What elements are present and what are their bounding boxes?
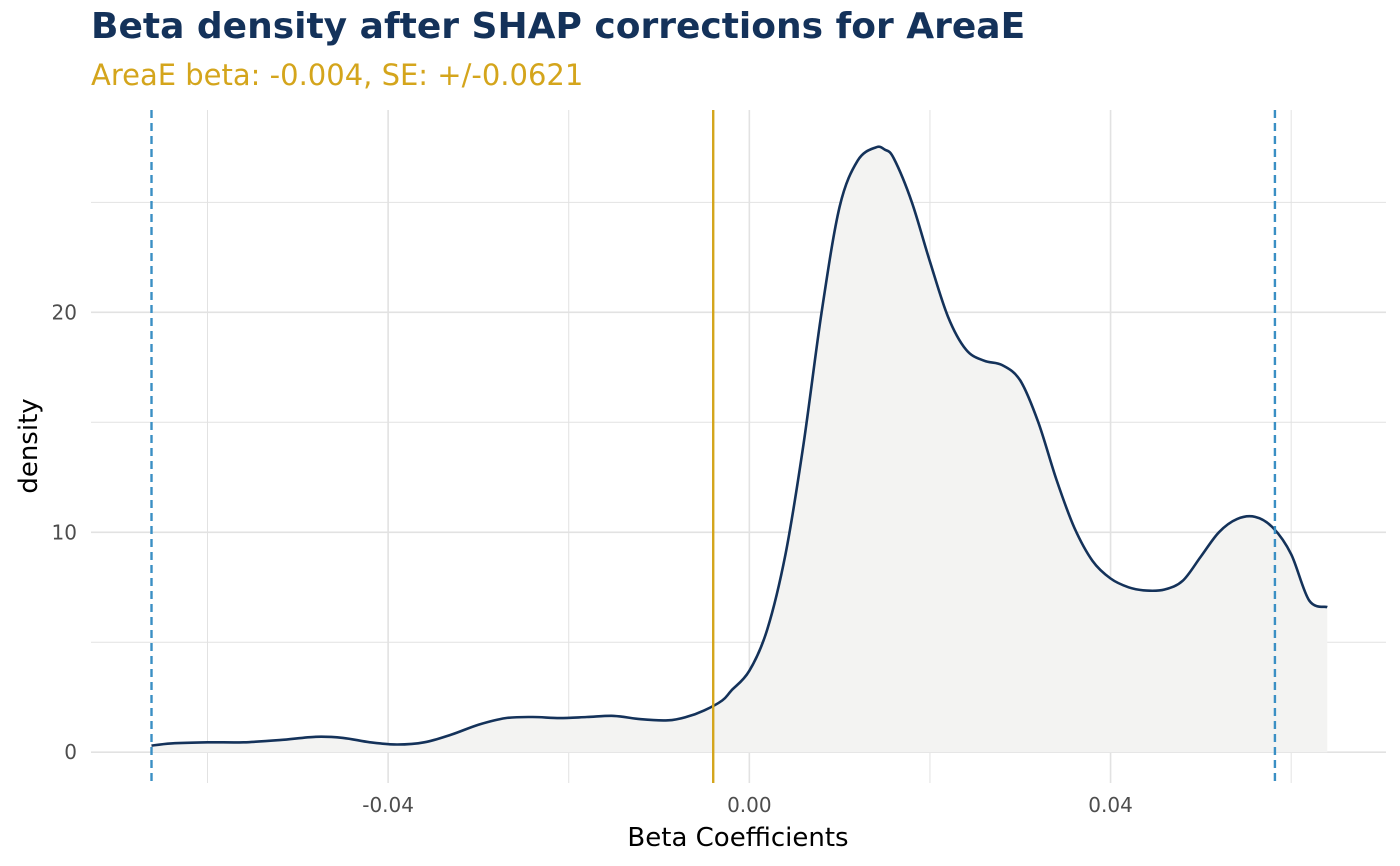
grid-layer — [91, 110, 1386, 783]
x-tick-label: -0.04 — [362, 793, 414, 817]
y-tick-label: 10 — [52, 520, 77, 544]
x-tick-label: 0.04 — [1088, 793, 1133, 817]
chart-title: Beta density after SHAP corrections for … — [91, 6, 1026, 47]
y-tick-label: 0 — [64, 740, 77, 764]
tick-labels-layer: -0.04 0.00 0.04 0 10 20 — [52, 300, 1133, 817]
chart-subtitle: AreaE beta: -0.004, SE: +/-0.0621 — [91, 58, 584, 92]
x-axis-title: Beta Coefficients — [627, 823, 848, 853]
density-area-layer — [151, 145, 1328, 753]
reference-lines-layer — [150, 110, 1277, 783]
y-tick-label: 20 — [52, 300, 77, 324]
density-fill — [151, 146, 1328, 753]
x-tick-label: 0.00 — [727, 793, 772, 817]
density-line — [151, 145, 1328, 747]
y-axis-title: density — [14, 398, 44, 493]
